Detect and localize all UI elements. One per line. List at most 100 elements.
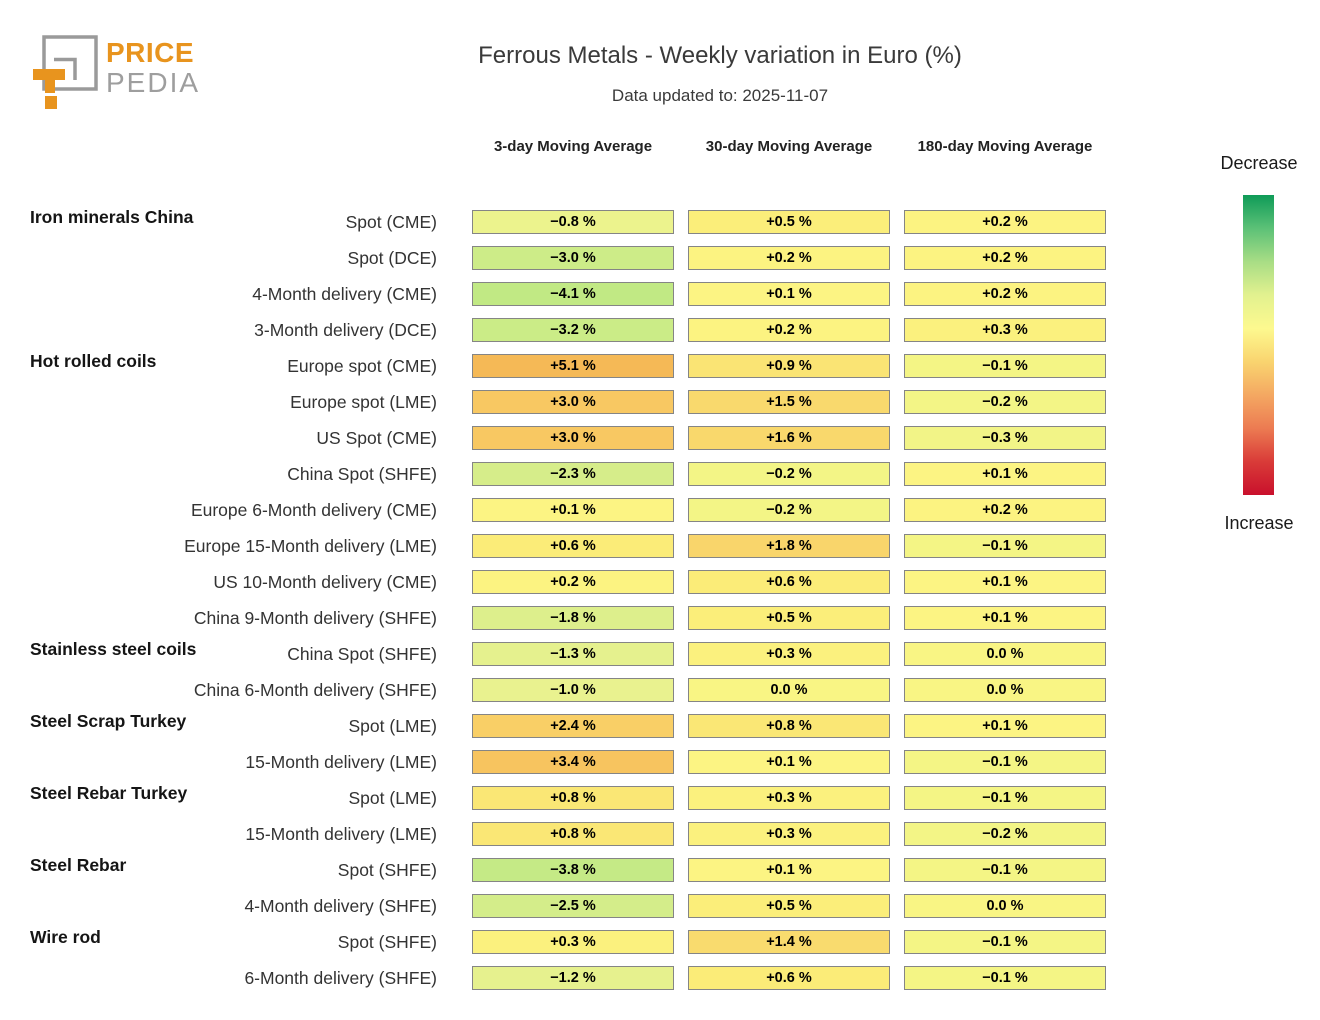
row-label: 4-Month delivery (SHFE)	[244, 896, 437, 916]
value-cell: +0.6 %	[688, 570, 890, 594]
data-updated-subtitle: Data updated to: 2025-11-07	[611, 86, 829, 105]
value-cell: +3.0 %	[472, 390, 674, 414]
value-cell: −0.1 %	[904, 534, 1106, 558]
row-label: Europe spot (CME)	[287, 356, 437, 376]
table-row: US Spot (CME) +3.0 % +1.6 % −0.3 %	[0, 420, 1320, 456]
value-cell: −0.2 %	[688, 462, 890, 486]
table-row: Iron minerals China Spot (CME) −0.8 % +0.5 …	[0, 204, 1320, 240]
value-cell: +0.2 %	[904, 210, 1106, 234]
logo-text: PRICE PEDIA	[106, 39, 200, 97]
value-cell: −0.1 %	[904, 858, 1106, 882]
value-cell: −0.1 %	[904, 930, 1106, 954]
row-label: China Spot (SHFE)	[287, 464, 437, 484]
value-cell: +0.2 %	[904, 282, 1106, 306]
value-cell: +0.1 %	[688, 282, 890, 306]
group-label: Steel Scrap Turkey	[30, 711, 187, 731]
value-cell: +0.6 %	[688, 966, 890, 990]
row-label: China Spot (SHFE)	[287, 644, 437, 664]
value-cell: +0.1 %	[904, 714, 1106, 738]
table-row: 4-Month delivery (CME) −4.1 % +0.1 % +0.2 %	[0, 276, 1320, 312]
value-cell: +0.1 %	[688, 750, 890, 774]
row-label: Spot (CME)	[345, 212, 437, 232]
value-cell: +3.4 %	[472, 750, 674, 774]
row-label: Spot (DCE)	[347, 248, 437, 268]
value-cell: −0.1 %	[904, 354, 1106, 378]
value-cell: −0.3 %	[904, 426, 1106, 450]
value-cell: 0.0 %	[904, 678, 1106, 702]
table-row: Steel Scrap Turkey Spot (LME) +2.4 % +0.8 %…	[0, 708, 1320, 744]
table-row: Steel Rebar Spot (SHFE) −3.8 % +0.1 % −0.1 %	[0, 852, 1320, 888]
value-cell: −3.8 %	[472, 858, 674, 882]
value-cell: +0.1 %	[904, 606, 1106, 630]
row-label: Spot (SHFE)	[337, 860, 437, 880]
value-cell: −1.3 %	[472, 642, 674, 666]
value-cell: +0.3 %	[904, 318, 1106, 342]
row-label: Spot (LME)	[348, 788, 438, 808]
value-cell: −1.0 %	[472, 678, 674, 702]
group-label: Steel Rebar Turkey	[30, 783, 188, 803]
value-cell: −1.8 %	[472, 606, 674, 630]
value-cell: +0.8 %	[688, 714, 890, 738]
legend-increase-label: Increase	[1224, 513, 1294, 533]
row-label: US Spot (CME)	[316, 428, 437, 448]
group-label: Stainless steel coils	[30, 639, 197, 659]
value-cell: +1.6 %	[688, 426, 890, 450]
value-cell: −0.1 %	[904, 786, 1106, 810]
column-header-30day: 30-day Moving Average	[705, 138, 873, 155]
value-cell: −3.0 %	[472, 246, 674, 270]
value-cell: −0.2 %	[688, 498, 890, 522]
value-cell: −0.2 %	[904, 822, 1106, 846]
value-cell: +0.3 %	[472, 930, 674, 954]
table-row: 15-Month delivery (LME) +0.8 % +0.3 % −0.2 …	[0, 816, 1320, 852]
value-cell: +0.2 %	[472, 570, 674, 594]
table-row: 6-Month delivery (SHFE) −1.2 % +0.6 % −0.1 …	[0, 960, 1320, 996]
table-row: China 9-Month delivery (SHFE) −1.8 % +0.5 …	[0, 600, 1320, 636]
pricepedia-logo-icon	[33, 35, 98, 109]
value-cell: +0.5 %	[688, 606, 890, 630]
logo-word-pedia: PEDIA	[106, 67, 201, 98]
column-header-3day: 3-day Moving Average	[493, 138, 653, 155]
value-cell: +0.6 %	[472, 534, 674, 558]
page-title: Ferrous Metals - Weekly variation in Eur…	[478, 42, 962, 69]
table-row: 4-Month delivery (SHFE) −2.5 % +0.5 % 0.0 %	[0, 888, 1320, 924]
group-label: Wire rod	[30, 927, 101, 947]
row-label: Europe 15-Month delivery (LME)	[184, 536, 437, 556]
group-label: Iron minerals China	[30, 207, 194, 227]
row-label: Europe 6-Month delivery (CME)	[190, 500, 437, 520]
table-row: China Spot (SHFE) −2.3 % −0.2 % +0.1 %	[0, 456, 1320, 492]
value-cell: +0.5 %	[688, 894, 890, 918]
table-row: Europe 15-Month delivery (LME) +0.6 % +1.8…	[0, 528, 1320, 564]
value-cell: +3.0 %	[472, 426, 674, 450]
value-cell: −0.8 %	[472, 210, 674, 234]
table-row: China 6-Month delivery (SHFE) −1.0 % 0.0 %…	[0, 672, 1320, 708]
value-cell: 0.0 %	[688, 678, 890, 702]
value-cell: +0.2 %	[904, 246, 1106, 270]
value-cell: −4.1 %	[472, 282, 674, 306]
value-cell: 0.0 %	[904, 894, 1106, 918]
table-row: Steel Rebar Turkey Spot (LME) +0.8 % +0.3 %…	[0, 780, 1320, 816]
value-cell: 0.0 %	[904, 642, 1106, 666]
value-cell: +0.3 %	[688, 786, 890, 810]
column-header-180day: 180-day Moving Average	[917, 138, 1093, 155]
value-cell: +0.1 %	[904, 462, 1106, 486]
value-cell: +1.4 %	[688, 930, 890, 954]
table-row: Stainless steel coils China Spot (SHFE) −1…	[0, 636, 1320, 672]
value-cell: +0.8 %	[472, 822, 674, 846]
row-label: Europe spot (LME)	[290, 392, 437, 412]
row-label: 6-Month delivery (SHFE)	[244, 968, 437, 988]
row-label: 15-Month delivery (LME)	[245, 752, 437, 772]
group-label: Hot rolled coils	[30, 351, 157, 371]
value-cell: −1.2 %	[472, 966, 674, 990]
row-label: US 10-Month delivery (CME)	[213, 572, 437, 592]
row-label: China 6-Month delivery (SHFE)	[193, 680, 437, 700]
value-cell: +1.8 %	[688, 534, 890, 558]
value-cell: +0.3 %	[688, 642, 890, 666]
value-cell: −0.1 %	[904, 750, 1106, 774]
table-row: Spot (DCE) −3.0 % +0.2 % +0.2 %	[0, 240, 1320, 276]
table-row: Europe 6-Month delivery (CME) +0.1 % −0.2 …	[0, 492, 1320, 528]
logo-word-price: PRICE	[106, 37, 195, 68]
value-cell: +0.9 %	[688, 354, 890, 378]
value-cell: +0.5 %	[688, 210, 890, 234]
row-label: Spot (LME)	[348, 716, 438, 736]
value-cell: +5.1 %	[472, 354, 674, 378]
